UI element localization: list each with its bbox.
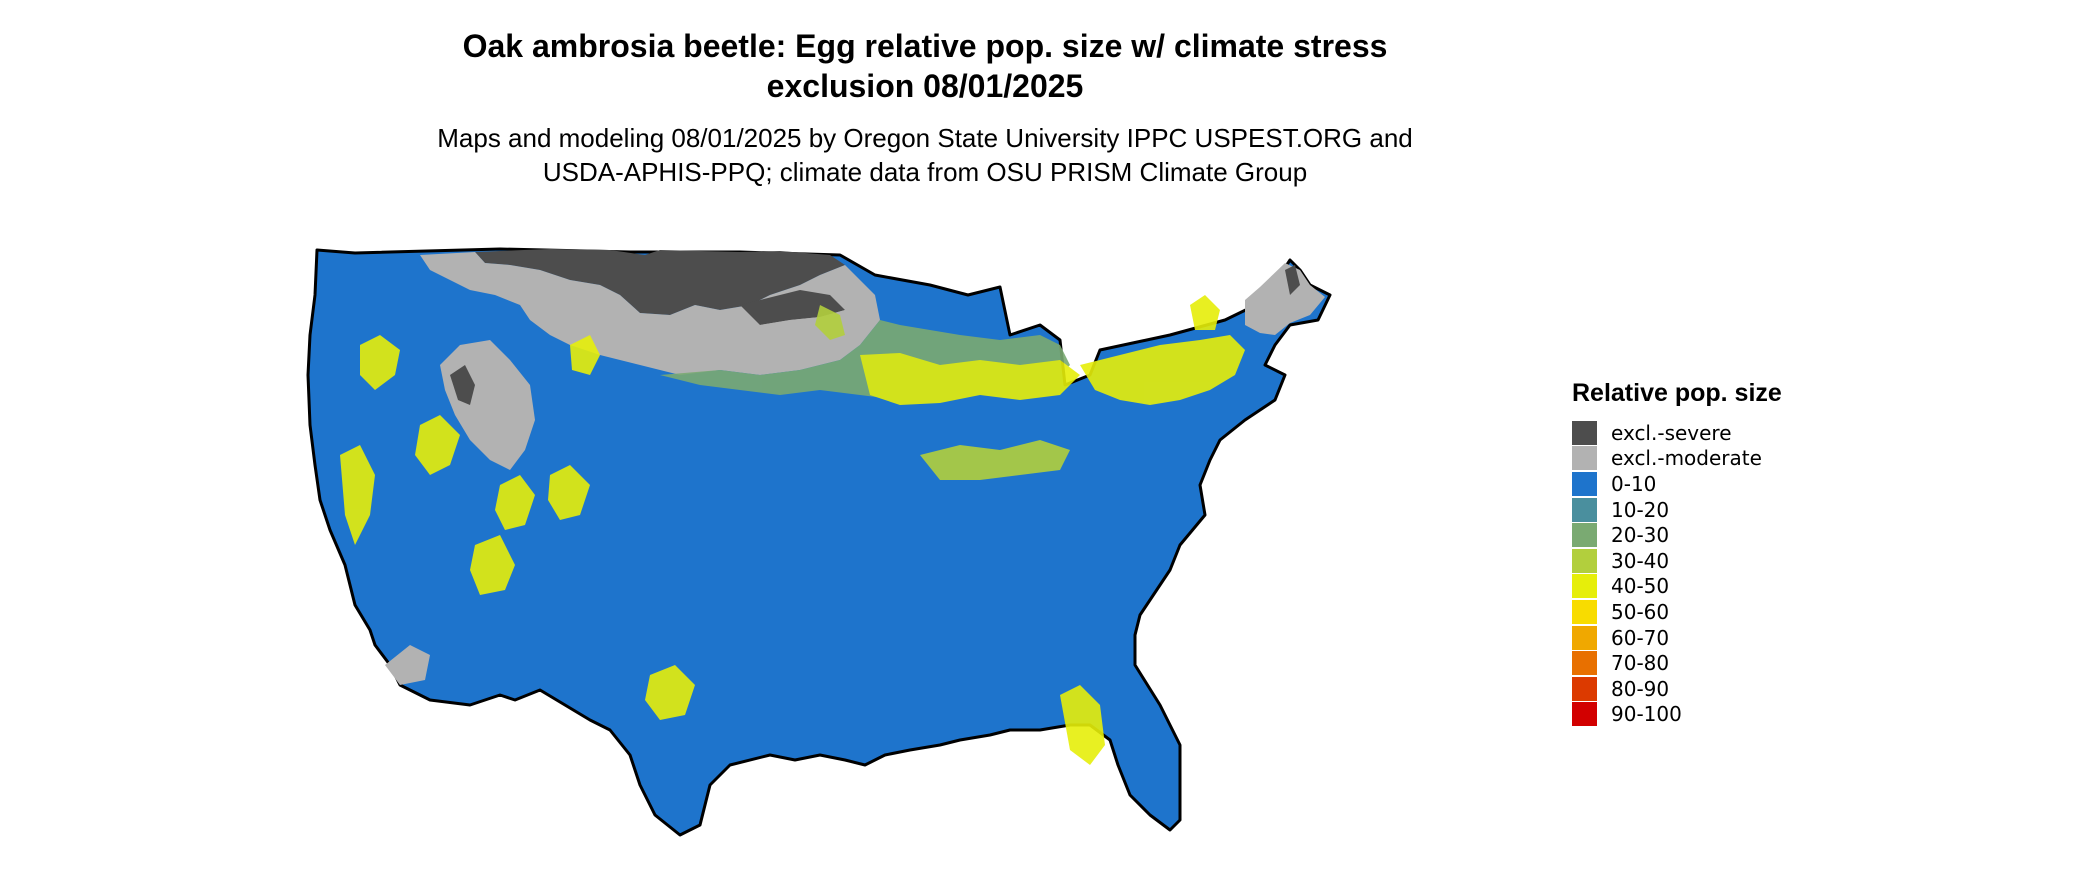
legend-swatch (1572, 651, 1597, 676)
legend-swatch (1572, 676, 1597, 701)
legend-swatch (1572, 497, 1597, 522)
legend-item: 30-40 (1572, 548, 1782, 574)
map-title-line-1: Oak ambrosia beetle: Egg relative pop. s… (462, 28, 1388, 64)
legend-item: 10-20 (1572, 497, 1782, 523)
legend-swatch (1572, 420, 1597, 445)
us-map (306, 247, 1332, 837)
legend-label: 50-60 (1611, 599, 1670, 624)
legend-swatch (1572, 548, 1597, 573)
legend-label: 30-40 (1611, 548, 1670, 573)
legend-swatch (1572, 471, 1597, 496)
excl-severe-north (475, 249, 845, 315)
legend-swatch (1572, 446, 1597, 471)
legend-label: 40-50 (1611, 574, 1670, 599)
legend-swatch (1572, 702, 1597, 727)
legend-title: Relative pop. size (1572, 379, 1782, 407)
legend-label: 90-100 (1611, 702, 1682, 727)
map-subtitle-line-1: Maps and modeling 08/01/2025 by Oregon S… (437, 123, 1413, 153)
legend-label: excl.-severe (1611, 420, 1732, 445)
legend-swatch (1572, 599, 1597, 624)
legend-swatch (1572, 625, 1597, 650)
legend-item: excl.-moderate (1572, 446, 1782, 472)
legend-label: 80-90 (1611, 676, 1670, 701)
excl-moderate-north (420, 252, 875, 375)
map-subtitle-line-2: USDA-APHIS-PPQ; climate data from OSU PR… (542, 157, 1308, 187)
legend-label: 70-80 (1611, 651, 1670, 676)
legend-item: 0-10 (1572, 471, 1782, 497)
legend-item: 50-60 (1572, 599, 1782, 625)
legend: Relative pop. size excl.-severe excl.-mod… (1572, 378, 1782, 727)
excl-severe-maine (1285, 265, 1300, 295)
legend-swatch (1572, 574, 1597, 599)
legend-label: 60-70 (1611, 625, 1670, 650)
legend-item: 90-100 (1572, 702, 1782, 728)
legend-label: 10-20 (1611, 497, 1670, 522)
excl-moderate-maine (1245, 263, 1325, 335)
legend-item: 80-90 (1572, 676, 1782, 702)
mid-suitability-bands (340, 295, 1245, 765)
excl-severe-rockies (450, 365, 475, 405)
legend-item: 60-70 (1572, 625, 1782, 651)
legend-label: 20-30 (1611, 523, 1670, 548)
legend-item: 70-80 (1572, 650, 1782, 676)
map-title-line-2: exclusion 08/01/2025 (766, 68, 1084, 104)
legend-item: 20-30 (1572, 522, 1782, 548)
legend-swatch (1572, 523, 1597, 548)
legend-item: 40-50 (1572, 574, 1782, 600)
legend-items: excl.-severe excl.-moderate 0-10 10-20 20-30… (1572, 420, 1782, 727)
legend-label: 0-10 (1611, 471, 1657, 496)
legend-item: excl.-severe (1572, 420, 1782, 446)
excl-moderate-southwest (385, 645, 430, 685)
legend-label: excl.-moderate (1611, 446, 1762, 471)
